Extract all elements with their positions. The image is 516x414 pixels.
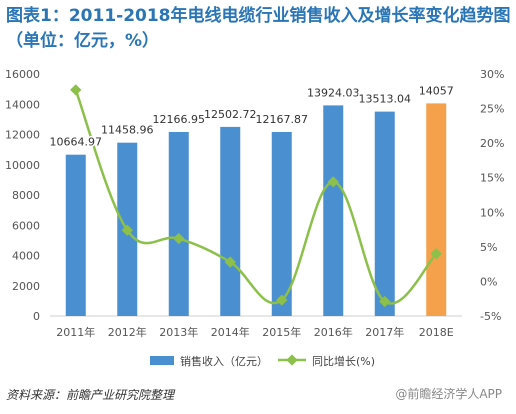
x-tick-label: 2017年: [365, 325, 404, 339]
bar-value-label: 12166.95: [153, 113, 206, 126]
legend-bar-label: 销售收入（亿元）: [180, 354, 268, 368]
y-left-tick-label: 14000: [5, 98, 40, 111]
growth-point: [379, 295, 391, 308]
y-right-tick-label: 25%: [480, 103, 504, 116]
y-right-tick-label: 15%: [480, 172, 504, 185]
x-tick-label: 2018E: [419, 326, 454, 339]
growth-point: [173, 232, 185, 245]
bar-value-label: 12167.87: [256, 113, 309, 126]
y-left-tick-label: 0: [33, 310, 40, 323]
bar: [220, 126, 241, 316]
y-left-tick-label: 2000: [12, 280, 40, 293]
y-right-tick-label: 30%: [480, 68, 504, 81]
bar: [271, 131, 292, 316]
bar: [374, 111, 395, 317]
y-right-tick-label: 20%: [480, 137, 504, 150]
x-tick-label: 2013年: [159, 325, 198, 339]
y-left-tick-label: 8000: [12, 189, 40, 202]
legend-line-label: 同比增长(%): [312, 354, 375, 368]
y-left-tick-label: 10000: [5, 159, 40, 172]
watermark-text: @前瞻经济学人APP: [395, 387, 502, 401]
growth-point: [224, 256, 236, 268]
growth-point: [430, 248, 442, 260]
y-left-tick-label: 6000: [12, 219, 40, 232]
bar: [65, 154, 86, 316]
chart-title: 图表1：2011-2018年电线电缆行业销售收入及增长率变化趋势图（单位：亿元，…: [6, 6, 511, 51]
x-tick-label: 2015年: [262, 325, 301, 339]
y-right-tick-label: 10%: [480, 206, 504, 219]
legend-bar-swatch: [150, 356, 174, 365]
bar: [323, 105, 344, 316]
y-left-tick-label: 4000: [12, 250, 40, 263]
legend-line-marker: [286, 354, 298, 366]
bar-value-label: 14057: [419, 84, 454, 97]
bar: [168, 131, 189, 316]
combo-chart: 0 2000 4000 6000 8000 10000 12000 14000 16000 -5%…: [5, 68, 504, 368]
y-right-tick-label: -5%: [480, 310, 501, 323]
y-left-tick-label: 12000: [5, 129, 40, 142]
growth-point: [327, 176, 339, 188]
bar-value-label: 12502.72: [204, 108, 257, 121]
bar-value-label: 10664.97: [50, 136, 103, 149]
bar-value-label: 13513.04: [359, 93, 412, 106]
source-note: 资料来源：前瞻产业研究院整理: [6, 388, 175, 402]
growth-point: [276, 294, 288, 306]
y-right-tick-label: 5%: [480, 241, 497, 254]
bar-value-label: 13924.03: [307, 86, 360, 99]
growth-point: [70, 84, 82, 96]
x-tick-label: 2016年: [314, 325, 353, 339]
y-left-tick-label: 16000: [5, 68, 40, 81]
x-tick-label: 2014年: [211, 325, 250, 339]
bar-value-label: 11458.96: [101, 124, 154, 137]
bar: [426, 103, 447, 316]
x-tick-label: 2012年: [108, 325, 147, 339]
y-right-tick-label: 0%: [480, 275, 497, 288]
x-tick-label: 2011年: [56, 325, 95, 339]
